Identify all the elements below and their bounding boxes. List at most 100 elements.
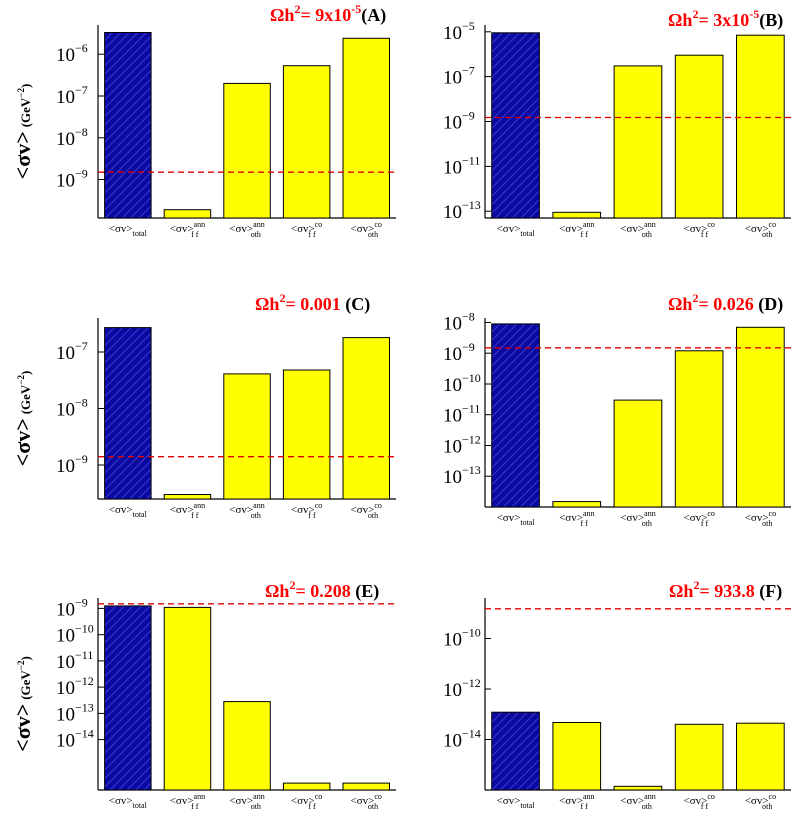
omega-title: Ωh2= 9x10-5(A) [270,2,386,26]
y-tick-label: 10−14 [56,727,94,752]
bar-ff-co [674,350,724,508]
y-tick-label: 10−9 [443,340,475,365]
category-label: <σv>total [109,504,148,519]
y-tick-label: 10−9 [56,167,88,192]
omega-title: Ωh2= 0.001 (C) [255,291,370,315]
category-label: <σv>ann oth [229,501,264,520]
chart-panel: <σv>total <σv>ann f f <σv>ann oth <σv>co f f <σ… [10,2,396,239]
category-label: <σv>co oth [745,509,776,528]
y-tick-label: 10−9 [56,595,88,620]
category-label: <σv>ann oth [620,509,655,528]
category-label: <σv>total [109,795,148,810]
bar-total [104,605,152,791]
category-label: <σv>ann oth [620,792,655,811]
category-label: <σv>ann f f [170,792,205,811]
y-tick-label: 10−11 [443,153,480,178]
bar-total [491,711,540,791]
y-tick-label: 10−13 [443,463,481,488]
y-axis-label: <σv>(GeV−2) [10,656,35,752]
bar-oth-co [342,37,390,219]
omega-title: Ωh2= 0.208 (E) [265,578,379,602]
bar-ff-co [674,723,724,791]
bar-oth-ann [223,82,271,219]
category-label: <σv>co f f [291,220,322,239]
category-label: <σv>total [497,223,536,238]
chart-panel: <σv>total <σv>ann f f <σv>ann oth <σv>co f f <σ… [443,291,791,528]
category-label: <σv>co oth [350,792,381,811]
bar-total [491,323,540,508]
category-label: <σv>co oth [350,220,381,239]
category-label: <σv>co oth [745,220,776,239]
y-tick-label: 10−12 [443,433,481,458]
category-label: <σv>total [109,223,148,238]
y-tick-label: 10−8 [56,396,88,421]
y-tick-label: 10−12 [443,676,481,701]
bar-oth-co [342,782,390,791]
bar-ff-ann [163,209,212,219]
category-label: <σv>total [497,512,536,527]
bar-oth-co [342,337,390,500]
category-label: <σv>co f f [291,501,322,520]
y-tick-label: 10−14 [443,727,481,752]
bar-oth-ann [223,373,271,500]
bar-oth-ann [613,65,663,219]
bar-ff-ann [163,606,212,791]
chart-panel: <σv>total <σv>ann f f <σv>ann oth <σv>co f f <σ… [443,7,791,239]
bar-total [104,32,152,219]
bar-total [491,32,540,219]
bar-ff-co [282,782,331,791]
y-tick-label: 10−5 [443,19,475,44]
y-tick-label: 10−9 [443,109,475,134]
category-label: <σv>co f f [683,509,714,528]
bar-oth-co [736,326,785,508]
y-tick-label: 10−8 [56,125,88,150]
y-tick-label: 10−12 [56,674,94,699]
category-label: <σv>ann oth [229,792,264,811]
bar-ff-ann [552,722,602,791]
category-label: <σv>ann f f [170,501,205,520]
bar-ff-co [282,65,331,219]
category-label: <σv>co f f [683,220,714,239]
y-tick-label: 10−7 [56,339,88,364]
bar-oth-ann [223,701,271,791]
y-tick-label: 10−6 [56,41,88,66]
category-label: <σv>co oth [350,501,381,520]
bar-ff-ann [163,494,212,500]
bar-ff-co [282,369,331,500]
bar-oth-ann [613,399,663,508]
y-axis-label: <σv>(GeV−2) [10,84,35,180]
category-label: <σv>ann oth [620,220,655,239]
category-label: <σv>ann f f [559,220,594,239]
y-axis-label: <σv>(GeV−2) [10,371,35,467]
y-tick-label: 10−10 [443,626,481,651]
y-tick-label: 10−11 [443,402,480,427]
y-tick-label: 10−11 [56,648,93,673]
category-label: <σv>ann oth [229,220,264,239]
bar-oth-co [736,34,785,219]
y-tick-label: 10−10 [56,622,94,647]
y-tick-label: 10−13 [56,700,94,725]
bar-ff-ann [552,501,602,508]
category-label: <σv>ann f f [170,220,205,239]
omega-title: Ωh2= 0.026 (D) [668,291,783,315]
y-tick-label: 10−10 [443,371,481,396]
chart-panel: <σv>total <σv>ann f f <σv>ann oth <σv>co f f <σ… [10,291,396,520]
bar-oth-ann [613,785,663,791]
omega-title: Ωh2= 3x10-5(B) [668,7,783,31]
category-label: <σv>total [497,795,536,810]
y-tick-label: 10−7 [443,64,475,89]
bar-ff-ann [552,211,602,219]
bar-total [104,327,152,500]
bar-oth-co [736,722,785,791]
y-tick-label: 10−13 [443,198,481,223]
category-label: <σv>co f f [683,792,714,811]
category-label: <σv>ann f f [559,792,594,811]
y-tick-label: 10−9 [56,452,88,477]
category-label: <σv>ann f f [559,509,594,528]
chart-panel: <σv>total <σv>ann f f <σv>ann oth <σv>co f f <σ… [10,578,396,811]
y-tick-label: 10−7 [56,83,88,108]
category-label: <σv>co oth [745,792,776,811]
chart-panel: <σv>total <σv>ann f f <σv>ann oth <σv>co f f <σ… [443,578,791,811]
y-tick-label: 10−8 [443,310,475,335]
